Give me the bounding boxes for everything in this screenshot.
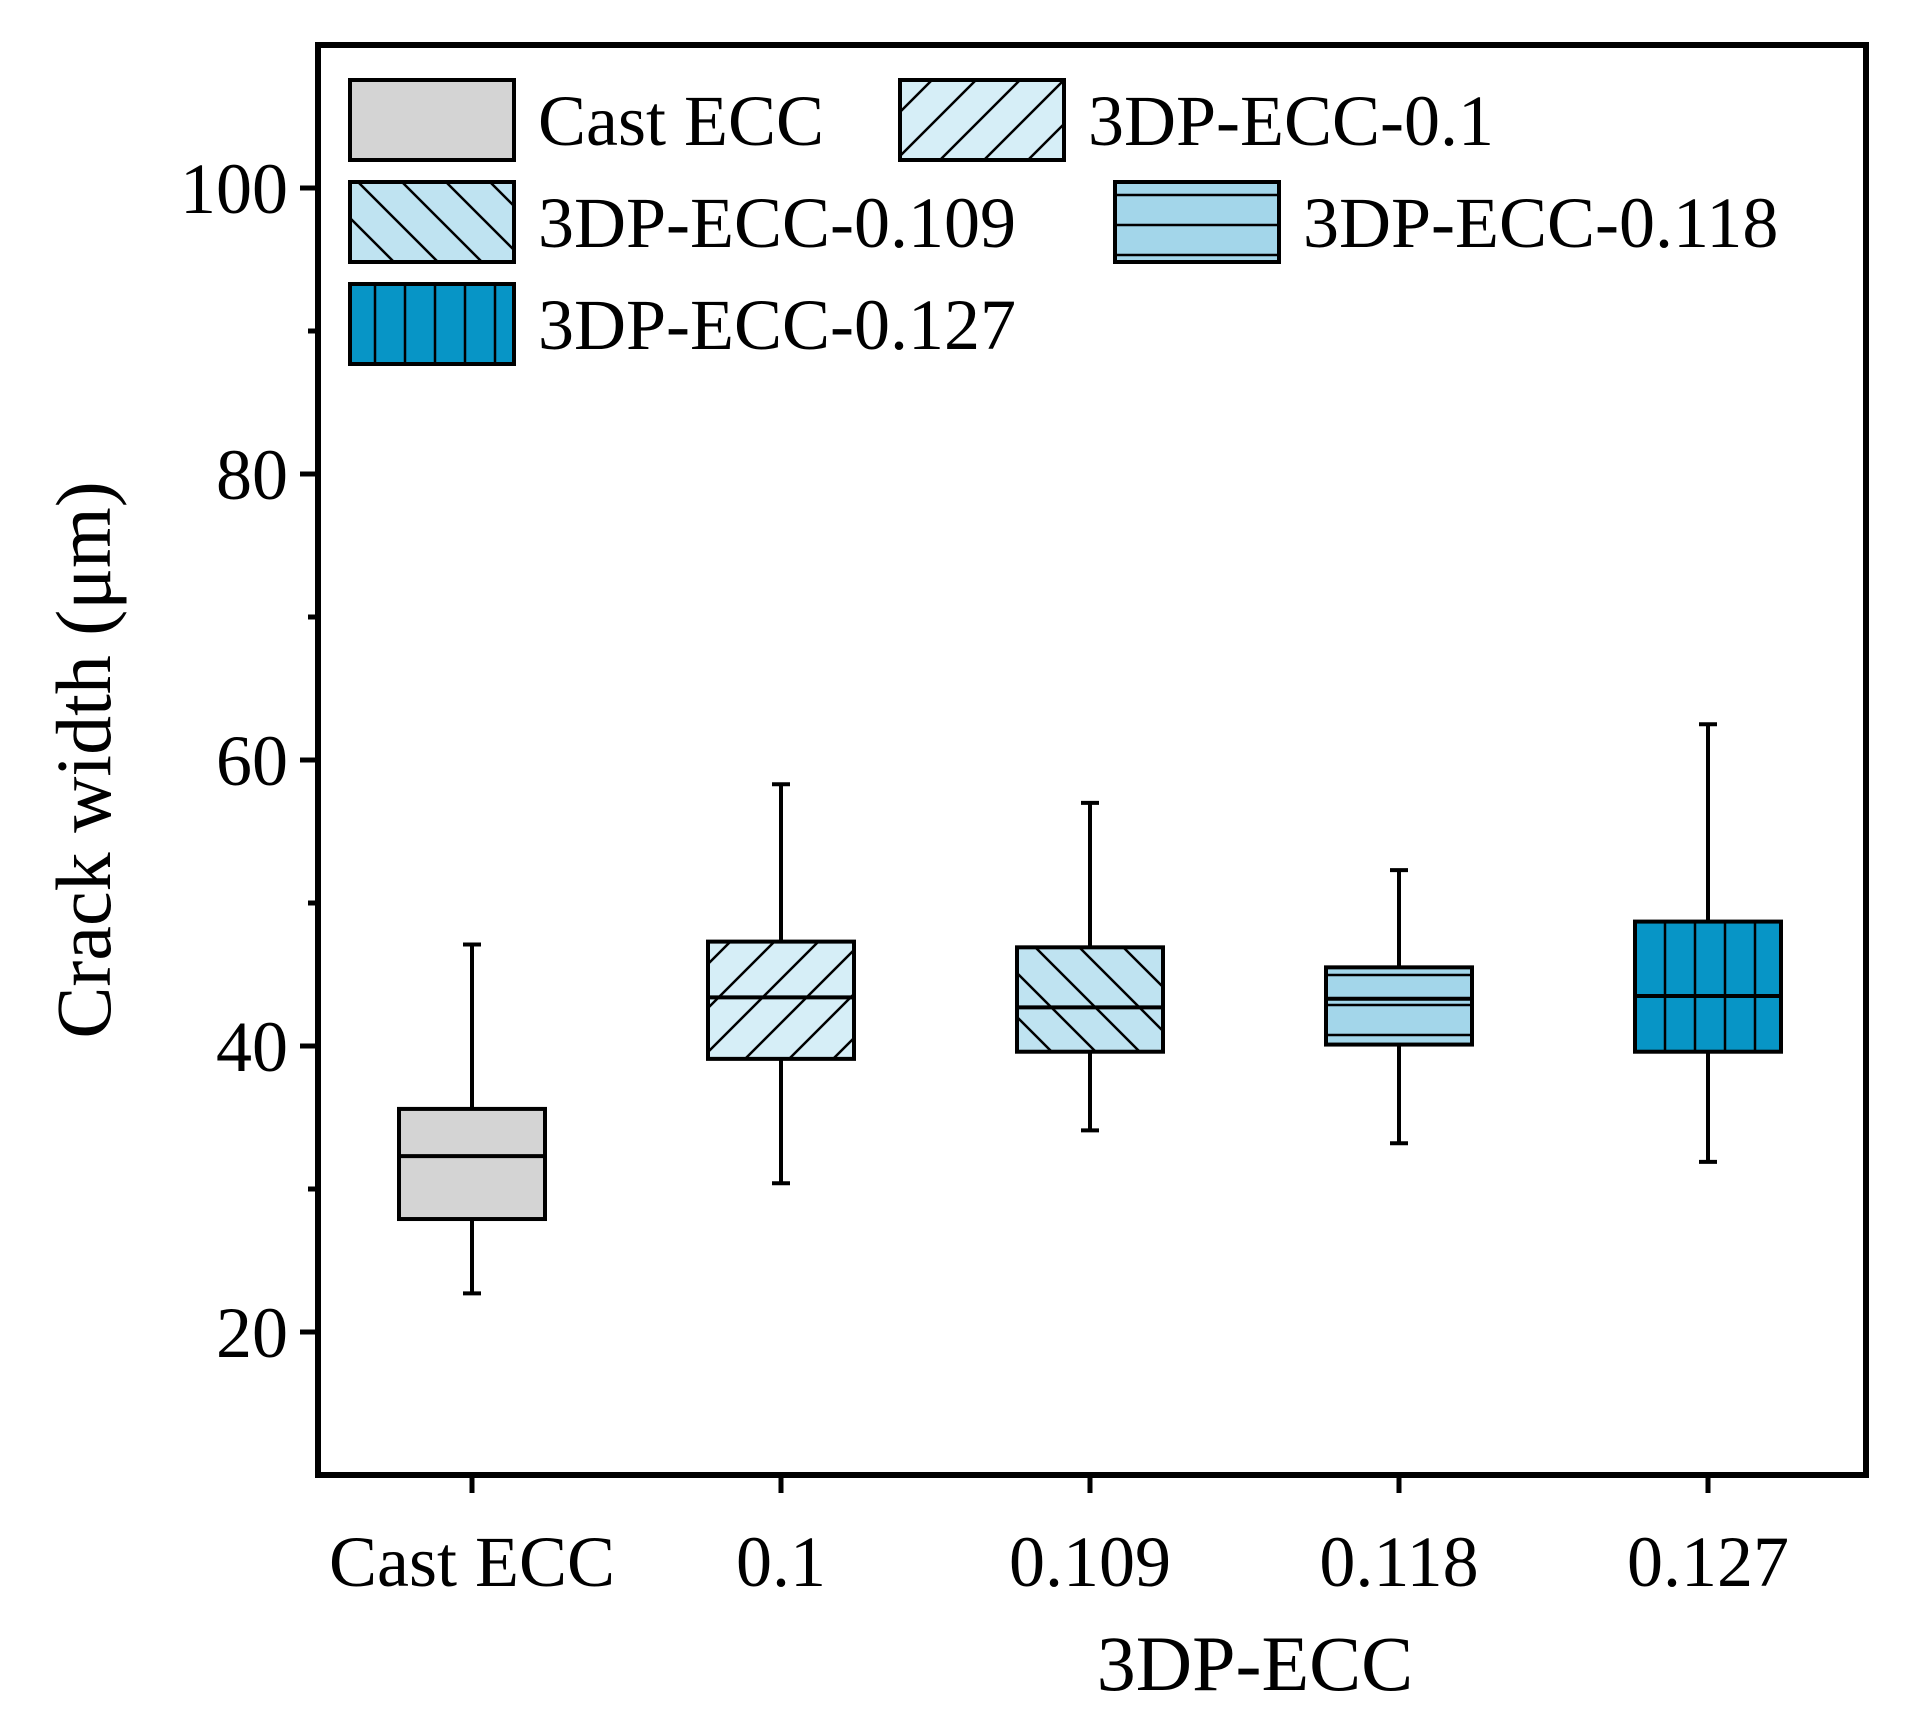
- legend-entry-3: 3DP-ECC-0.109: [348, 180, 1016, 264]
- y-tick-label: 100: [180, 149, 288, 229]
- x-tick-label: 0.127: [1627, 1522, 1789, 1602]
- legend-label: 3DP-ECC-0.109: [538, 183, 1016, 263]
- box-outline: [1015, 945, 1165, 1054]
- box-4: [1324, 868, 1474, 1146]
- box-hatch: [1017, 947, 1163, 1052]
- box-1: [397, 942, 547, 1296]
- x-tick-label: 0.1: [736, 1522, 826, 1602]
- y-tick-label: 60: [216, 721, 288, 801]
- legend-swatch-outline: [348, 180, 516, 264]
- y-tick-label: 20: [216, 1293, 288, 1373]
- legend-entry-1: Cast ECC: [348, 78, 824, 162]
- box-hatch: [1326, 967, 1472, 1045]
- x-tick-label: 0.109: [1009, 1522, 1171, 1602]
- box-fill: [399, 1108, 545, 1220]
- legend-label: Cast ECC: [538, 81, 824, 161]
- legend-entry-5: 3DP-ECC-0.127: [348, 282, 1016, 366]
- legend-label: 3DP-ECC-0.1: [1088, 81, 1494, 161]
- x-axis-title: 3DP-ECC: [1097, 1620, 1413, 1707]
- box-3: [1015, 800, 1165, 1133]
- box-outline: [397, 1106, 547, 1222]
- box-hatch: [1635, 921, 1781, 1052]
- x-tick-label: 0.118: [1319, 1522, 1478, 1602]
- legend-label: 3DP-ECC-0.118: [1303, 183, 1778, 263]
- legend-swatch-hatch: [350, 182, 514, 262]
- y-tick-label: 40: [216, 1007, 288, 1087]
- box-outline: [1633, 919, 1783, 1054]
- box-outline: [1324, 965, 1474, 1047]
- legend-swatch-hatch: [1115, 182, 1279, 262]
- legend-entry-2: 3DP-ECC-0.1: [898, 78, 1494, 162]
- legend-swatch-hatch: [900, 80, 1064, 160]
- x-tick-label: Cast ECC: [329, 1522, 615, 1602]
- legend-swatch-fill: [350, 80, 514, 160]
- legend-label: 3DP-ECC-0.127: [538, 285, 1016, 365]
- legend-swatch-hatch: [350, 284, 514, 364]
- box-2: [706, 782, 856, 1186]
- box-5: [1633, 722, 1783, 1164]
- legend-swatch-outline: [348, 282, 516, 366]
- y-axis-title: Crack width (μm): [40, 481, 127, 1038]
- box-hatch: [708, 941, 854, 1059]
- legend-swatch-outline: [898, 78, 1066, 162]
- legend-entry-4: 3DP-ECC-0.118: [1113, 180, 1778, 264]
- legend-swatch-outline: [348, 78, 516, 162]
- legend-swatch-outline: [1113, 180, 1281, 264]
- y-tick-label: 80: [216, 435, 288, 515]
- box-outline: [706, 939, 856, 1061]
